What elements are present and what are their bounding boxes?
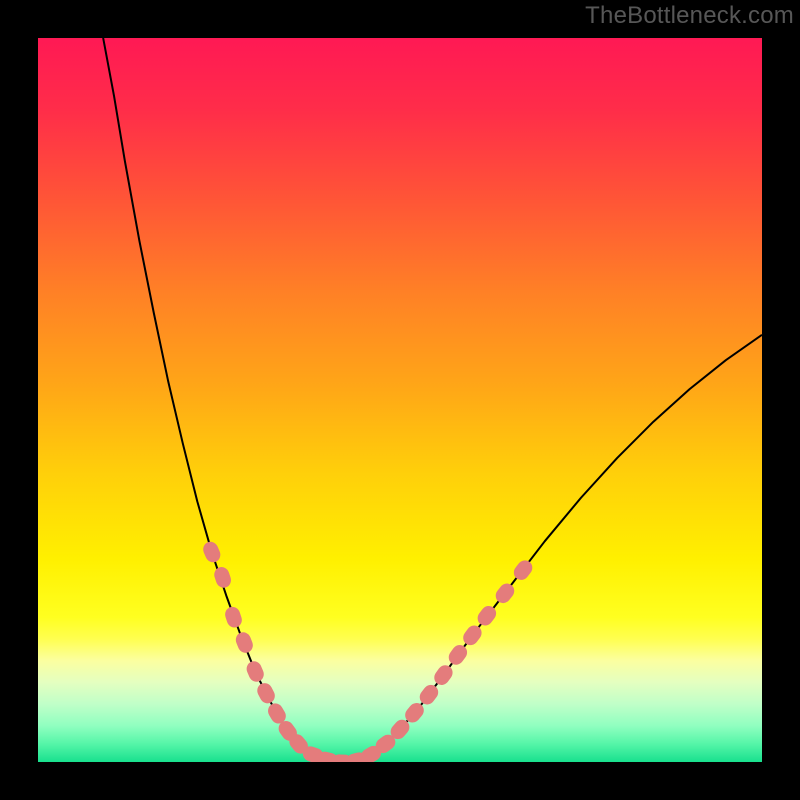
plot-svg	[38, 38, 762, 762]
chart-container: TheBottleneck.com	[0, 0, 800, 800]
watermark-text: TheBottleneck.com	[585, 2, 794, 30]
plot-area	[38, 38, 762, 762]
gradient-background	[38, 38, 762, 762]
